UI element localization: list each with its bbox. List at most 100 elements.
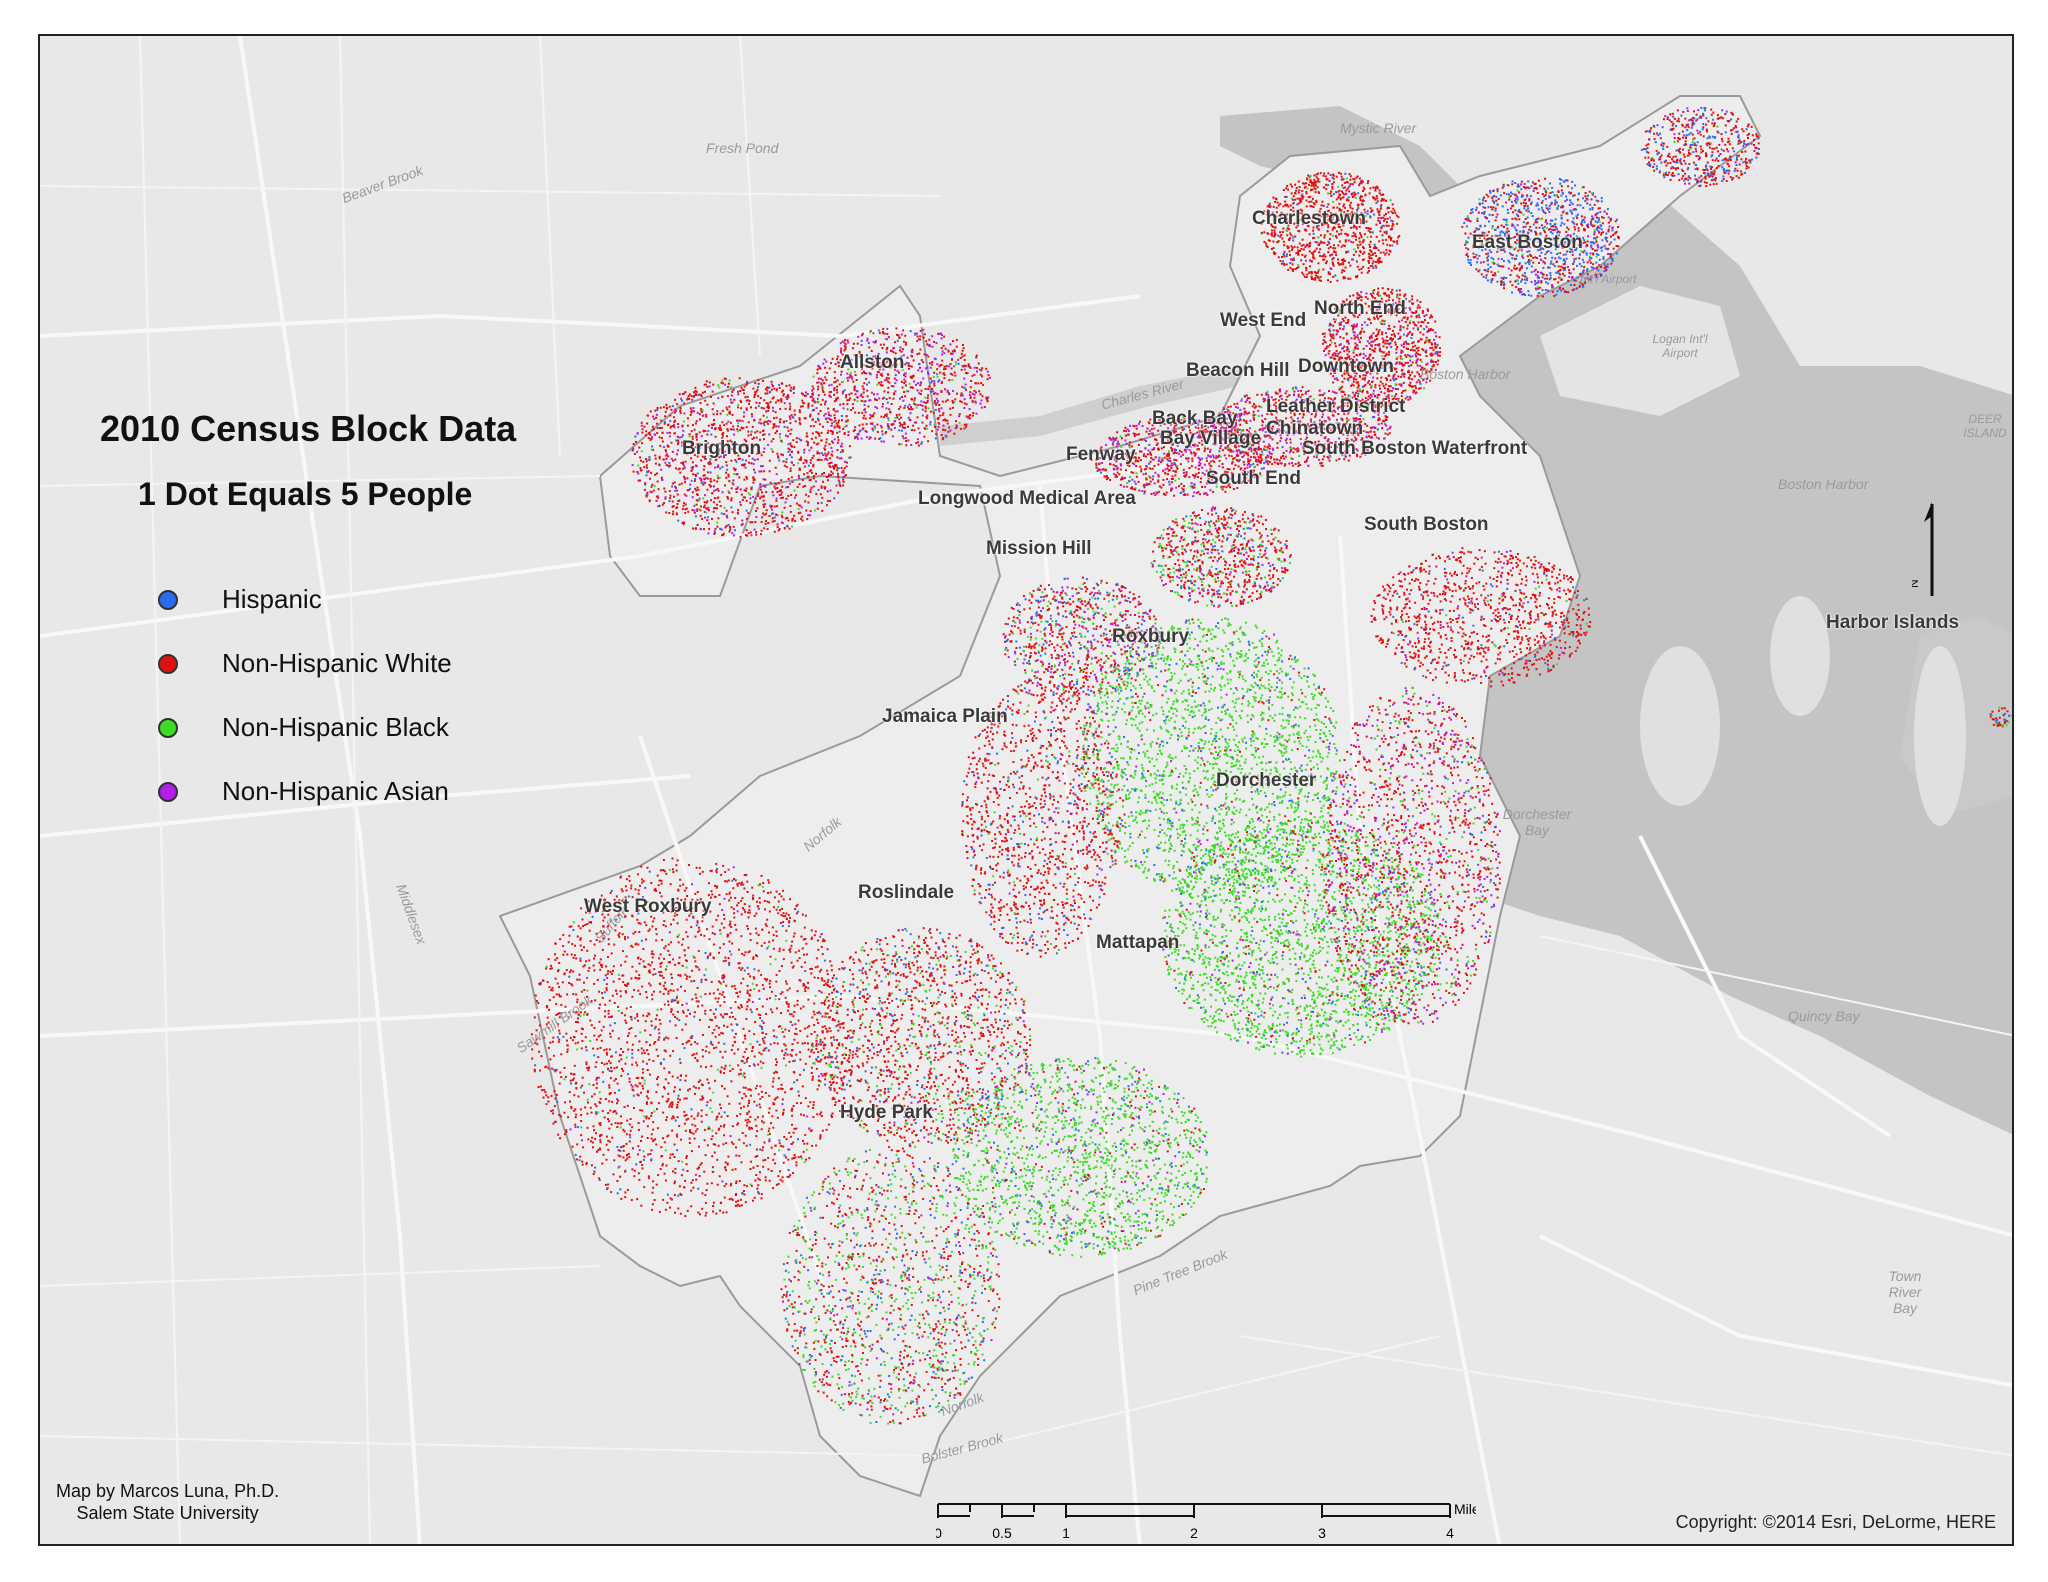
population-dot [1291, 263, 1294, 266]
population-dot [1400, 351, 1403, 354]
population-dot [1436, 343, 1439, 346]
population-dot [1280, 404, 1283, 407]
population-dot [1524, 294, 1526, 296]
population-dot [1242, 433, 1245, 436]
population-dot [1426, 377, 1429, 380]
population-dot [1261, 450, 1264, 453]
population-dot [1305, 398, 1308, 400]
population-dot [1537, 240, 1540, 243]
population-dot [1388, 432, 1391, 435]
population-dot [1389, 379, 1392, 382]
population-dot [1282, 260, 1284, 263]
population-dot [1306, 458, 1308, 461]
population-dot [1291, 418, 1294, 421]
population-dot [1246, 466, 1249, 469]
population-dot [1467, 261, 1470, 264]
population-dot [1439, 351, 1442, 354]
population-dot [1527, 207, 1530, 210]
population-dot [1586, 240, 1589, 243]
population-dot [1246, 412, 1249, 415]
population-dot [1574, 184, 1577, 187]
population-dot [1559, 182, 1562, 185]
population-dot [1329, 334, 1332, 337]
population-dot [1159, 419, 1162, 422]
population-dot [1511, 284, 1514, 287]
population-dot [1293, 390, 1296, 393]
population-dot [1471, 211, 1474, 214]
population-dot [1603, 210, 1606, 213]
population-dot [1362, 430, 1365, 433]
population-dot [1687, 179, 1690, 182]
population-dot [1280, 462, 1283, 465]
population-dot [1201, 443, 1204, 446]
population-dot [1323, 360, 1326, 363]
population-dot [1287, 205, 1290, 208]
population-dot [1326, 455, 1329, 458]
population-dot [1167, 433, 1170, 436]
population-dot [1342, 261, 1345, 264]
population-dot [1184, 450, 1187, 453]
population-dot [1339, 226, 1342, 229]
population-dot [1329, 372, 1332, 375]
population-dot [1367, 227, 1370, 229]
population-dot [1194, 466, 1197, 469]
population-dot [1600, 249, 1603, 252]
population-dot [1503, 218, 1506, 221]
population-dot [1547, 289, 1549, 292]
population-dot [1313, 421, 1316, 424]
population-dot [1281, 256, 1283, 258]
population-dot [1518, 208, 1521, 211]
population-dot [1570, 238, 1573, 241]
population-dot [1573, 222, 1576, 225]
population-dot [1362, 451, 1365, 454]
population-dot [1398, 289, 1401, 292]
population-dot [1414, 353, 1417, 356]
population-dot [1264, 418, 1267, 420]
population-dot [1472, 244, 1475, 247]
population-dot [1314, 274, 1317, 277]
population-dot [1487, 270, 1489, 273]
population-dot [1308, 396, 1311, 399]
population-dot [1372, 426, 1375, 429]
population-dot [1315, 409, 1318, 412]
population-dot [1546, 222, 1549, 225]
population-dot [1301, 402, 1304, 405]
population-dot [1409, 331, 1412, 334]
population-dot [1410, 315, 1413, 318]
population-dot [1230, 426, 1233, 429]
population-dot [1374, 261, 1377, 263]
population-dot [1303, 228, 1306, 231]
population-dot [1395, 388, 1397, 390]
population-dot [1180, 492, 1182, 494]
population-dot [1195, 419, 1197, 422]
population-dot [1370, 340, 1373, 343]
population-dot [1293, 259, 1295, 261]
population-dot [1294, 448, 1297, 451]
population-dot [1291, 185, 1293, 188]
population-dot [1212, 490, 1214, 493]
population-dot [1349, 201, 1352, 204]
population-dot [1362, 410, 1365, 413]
population-dot [1706, 161, 1709, 164]
population-dot [1353, 315, 1356, 318]
population-dot [1737, 140, 1740, 143]
population-dot [1315, 432, 1318, 435]
population-dot [1595, 267, 1598, 270]
population-dot [1515, 254, 1518, 257]
population-dot [1333, 371, 1336, 374]
population-dot [1753, 144, 1755, 146]
population-dot [1384, 293, 1387, 296]
map-frame: Mystic River Fresh Pond Beaver Brook Cha… [38, 34, 2014, 1546]
population-dot [1735, 156, 1738, 159]
population-dot [1256, 393, 1259, 396]
population-dot [1143, 453, 1146, 456]
population-dot [1232, 450, 1235, 453]
population-dot [1362, 356, 1365, 359]
population-dot [1224, 490, 1227, 493]
population-dot [1209, 489, 1212, 492]
population-dot [1726, 162, 1729, 165]
population-dot [1482, 244, 1485, 247]
population-dot [1571, 180, 1574, 183]
population-dot [1338, 209, 1341, 212]
population-dot [1197, 456, 1200, 459]
